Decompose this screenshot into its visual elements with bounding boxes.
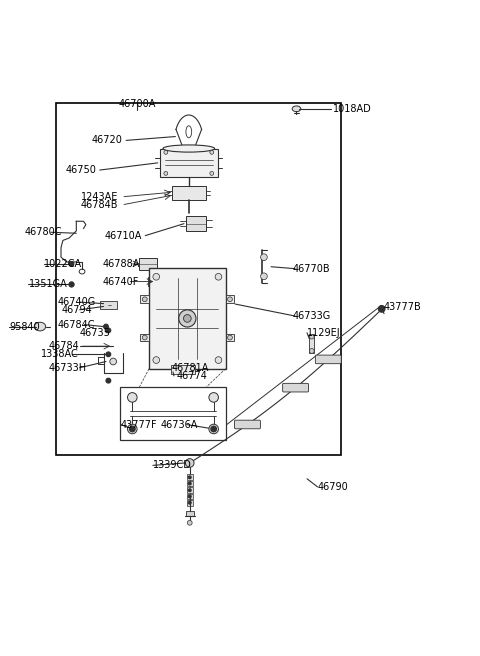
Bar bbox=[154, 273, 178, 290]
Ellipse shape bbox=[34, 322, 46, 331]
Text: 46784: 46784 bbox=[48, 341, 79, 351]
Circle shape bbox=[188, 482, 191, 485]
Bar bbox=[226, 334, 234, 341]
FancyBboxPatch shape bbox=[315, 355, 341, 363]
Circle shape bbox=[228, 335, 232, 340]
FancyBboxPatch shape bbox=[283, 383, 309, 392]
Bar bbox=[141, 334, 149, 341]
Text: 46780C: 46780C bbox=[24, 227, 62, 237]
Circle shape bbox=[261, 273, 267, 279]
Bar bbox=[187, 500, 192, 506]
Circle shape bbox=[143, 297, 147, 302]
Bar bbox=[187, 481, 192, 486]
Circle shape bbox=[215, 274, 222, 280]
Text: 46770B: 46770B bbox=[293, 264, 330, 274]
Circle shape bbox=[107, 379, 110, 382]
Circle shape bbox=[106, 379, 111, 383]
Text: 1022CA: 1022CA bbox=[44, 259, 82, 269]
Text: 46720: 46720 bbox=[92, 135, 123, 146]
Text: 46774: 46774 bbox=[177, 371, 208, 381]
Bar bbox=[226, 295, 234, 303]
FancyBboxPatch shape bbox=[235, 420, 260, 429]
Text: 46750: 46750 bbox=[66, 165, 96, 175]
Circle shape bbox=[310, 348, 314, 354]
Text: 46700A: 46700A bbox=[119, 99, 156, 109]
Circle shape bbox=[104, 324, 108, 329]
Circle shape bbox=[106, 352, 111, 357]
Text: 46710A: 46710A bbox=[105, 231, 142, 241]
Text: 43777F: 43777F bbox=[120, 420, 157, 430]
Circle shape bbox=[130, 426, 135, 432]
Circle shape bbox=[378, 306, 385, 312]
Circle shape bbox=[110, 358, 117, 365]
Circle shape bbox=[187, 520, 192, 525]
Text: 1018AD: 1018AD bbox=[333, 104, 372, 113]
Text: 46790: 46790 bbox=[318, 482, 348, 492]
Circle shape bbox=[185, 459, 194, 467]
Text: 46788A: 46788A bbox=[102, 259, 140, 269]
Bar bbox=[187, 493, 192, 499]
Circle shape bbox=[69, 262, 74, 266]
Text: 43777B: 43777B bbox=[384, 302, 421, 312]
Bar bbox=[170, 365, 194, 375]
Text: 46733G: 46733G bbox=[293, 311, 331, 321]
Text: 46784C: 46784C bbox=[57, 319, 95, 330]
Text: 1338AC: 1338AC bbox=[41, 350, 79, 359]
Text: 46733H: 46733H bbox=[48, 363, 87, 373]
Text: 1339CD: 1339CD bbox=[153, 461, 192, 470]
Text: 46794: 46794 bbox=[62, 305, 93, 315]
Circle shape bbox=[179, 310, 196, 327]
Circle shape bbox=[153, 274, 159, 280]
Circle shape bbox=[143, 335, 147, 340]
Bar bbox=[186, 511, 193, 516]
Bar bbox=[120, 387, 226, 440]
Circle shape bbox=[310, 334, 314, 339]
Circle shape bbox=[164, 150, 168, 154]
Bar bbox=[310, 334, 314, 354]
Bar bbox=[171, 186, 206, 199]
Circle shape bbox=[215, 357, 222, 363]
Circle shape bbox=[210, 171, 214, 175]
Circle shape bbox=[188, 495, 191, 498]
Circle shape bbox=[188, 501, 191, 504]
Bar bbox=[141, 295, 149, 303]
Bar bbox=[186, 216, 205, 231]
Text: 46735: 46735 bbox=[80, 328, 110, 338]
Bar bbox=[187, 487, 192, 493]
Text: 46784B: 46784B bbox=[81, 200, 118, 210]
Ellipse shape bbox=[292, 106, 301, 112]
Text: 1351GA: 1351GA bbox=[28, 279, 67, 289]
Circle shape bbox=[228, 297, 232, 302]
Circle shape bbox=[106, 328, 111, 333]
Circle shape bbox=[183, 315, 191, 322]
Text: 95840: 95840 bbox=[9, 321, 40, 331]
Circle shape bbox=[69, 282, 74, 287]
Circle shape bbox=[164, 171, 168, 175]
Ellipse shape bbox=[163, 145, 215, 152]
Text: 46740F: 46740F bbox=[102, 277, 139, 287]
Circle shape bbox=[69, 282, 74, 287]
Circle shape bbox=[188, 476, 191, 479]
Circle shape bbox=[261, 254, 267, 260]
Bar bbox=[187, 474, 192, 480]
Circle shape bbox=[153, 357, 159, 363]
Circle shape bbox=[188, 489, 191, 492]
Bar bbox=[100, 301, 117, 309]
Text: 1129EJ: 1129EJ bbox=[307, 328, 341, 338]
Circle shape bbox=[210, 150, 214, 154]
Circle shape bbox=[209, 392, 218, 402]
Circle shape bbox=[128, 392, 137, 402]
Circle shape bbox=[211, 426, 216, 432]
Text: 46740G: 46740G bbox=[57, 297, 96, 307]
Text: 1243AE: 1243AE bbox=[81, 192, 118, 202]
Circle shape bbox=[209, 424, 218, 434]
Bar bbox=[140, 258, 157, 270]
Text: 46736A: 46736A bbox=[161, 420, 198, 430]
Bar bbox=[149, 268, 226, 369]
Circle shape bbox=[128, 424, 137, 434]
Text: 46781A: 46781A bbox=[172, 363, 209, 373]
Bar bbox=[160, 148, 217, 177]
Bar bbox=[56, 103, 340, 455]
